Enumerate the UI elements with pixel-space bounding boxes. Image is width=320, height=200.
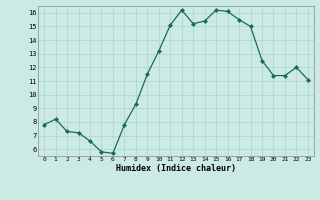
X-axis label: Humidex (Indice chaleur): Humidex (Indice chaleur) xyxy=(116,164,236,173)
